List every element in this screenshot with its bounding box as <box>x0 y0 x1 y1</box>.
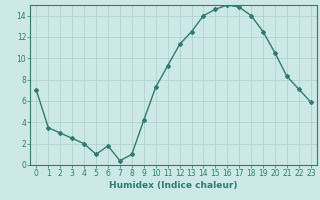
X-axis label: Humidex (Indice chaleur): Humidex (Indice chaleur) <box>109 181 238 190</box>
